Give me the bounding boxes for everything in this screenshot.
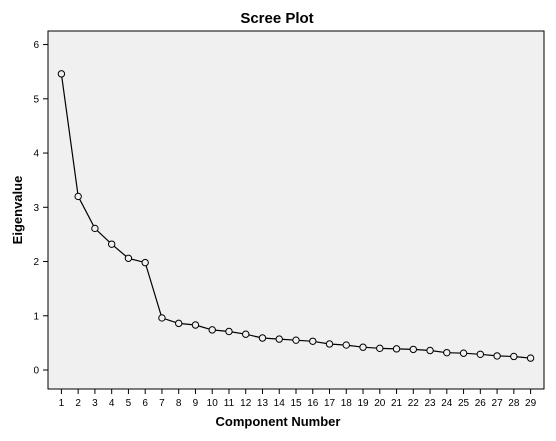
- y-tick-label: 0: [33, 366, 39, 377]
- x-tick-label: 25: [458, 398, 470, 409]
- x-tick-label: 24: [441, 398, 453, 409]
- data-point: [57, 70, 66, 78]
- y-axis-label: Eigenvalue: [10, 176, 25, 245]
- x-tick-label: 17: [324, 398, 336, 409]
- data-point: [376, 344, 384, 353]
- data-point: [208, 326, 216, 334]
- x-tick-label: 16: [307, 398, 319, 409]
- x-tick-label: 4: [109, 398, 115, 409]
- x-tick-label: 23: [424, 398, 436, 409]
- x-tick-label: 3: [92, 398, 98, 409]
- x-tick-label: 12: [240, 398, 252, 409]
- y-axis: 0 1 2 3 4 5 6: [33, 40, 48, 377]
- data-point: [124, 254, 133, 262]
- data-point: [91, 224, 99, 233]
- x-tick-label: 1: [59, 398, 65, 409]
- data-point: [292, 336, 300, 344]
- x-tick-label: 13: [257, 398, 269, 409]
- data-point: [443, 348, 451, 357]
- data-point: [459, 349, 468, 357]
- x-axis: 1 2 3 4 5 6 7 8 9 10 11 12 13 14 15 16 17 18 19 20 21 22 23 24 2…: [59, 389, 537, 409]
- data-point: [225, 327, 233, 336]
- x-tick-label: 7: [159, 398, 165, 409]
- y-tick-label: 5: [33, 94, 39, 105]
- data-point: [309, 337, 317, 345]
- x-tick-label: 28: [508, 398, 520, 409]
- x-tick-label: 9: [193, 398, 199, 409]
- x-tick-label: 20: [374, 398, 386, 409]
- data-point: [258, 334, 267, 342]
- x-tick-label: 18: [341, 398, 353, 409]
- x-tick-label: 8: [176, 398, 182, 409]
- data-point: [141, 258, 149, 267]
- data-point: [392, 345, 401, 353]
- data-point: [158, 314, 166, 322]
- y-tick-label: 1: [33, 311, 39, 322]
- plot-area: [47, 30, 545, 390]
- chart-title: Scree Plot: [240, 10, 313, 27]
- data-point: [74, 192, 82, 201]
- y-tick-label: 3: [33, 203, 39, 214]
- x-tick-label: 29: [525, 398, 537, 409]
- data-point: [409, 345, 417, 354]
- data-point: [175, 319, 183, 328]
- x-tick-label: 14: [274, 398, 286, 409]
- x-tick-label: 15: [290, 398, 302, 409]
- x-tick-label: 2: [75, 398, 81, 409]
- data-point: [275, 335, 283, 343]
- x-tick-label: 19: [357, 398, 369, 409]
- y-tick-label: 2: [33, 257, 39, 268]
- y-tick-label: 6: [33, 40, 39, 51]
- x-tick-label: 6: [142, 398, 148, 409]
- y-tick-label: 4: [33, 149, 39, 160]
- x-tick-label: 21: [391, 398, 403, 409]
- data-point: [342, 341, 350, 349]
- data-point: [107, 240, 116, 248]
- data-point: [191, 321, 200, 329]
- data-point: [426, 346, 434, 355]
- x-tick-label: 26: [475, 398, 487, 409]
- data-point: [359, 343, 367, 351]
- x-tick-label: 27: [492, 398, 504, 409]
- data-point: [325, 340, 334, 348]
- data-points: [57, 70, 535, 362]
- data-point: [510, 352, 518, 361]
- data-point: [493, 352, 501, 360]
- x-axis-label: Component Number: [216, 414, 341, 429]
- data-point: [242, 330, 250, 338]
- x-tick-label: 22: [408, 398, 420, 409]
- x-tick-label: 5: [126, 398, 132, 409]
- x-tick-label: 10: [207, 398, 219, 409]
- data-point: [476, 350, 485, 358]
- x-tick-label: 11: [224, 398, 235, 409]
- data-point: [526, 354, 535, 362]
